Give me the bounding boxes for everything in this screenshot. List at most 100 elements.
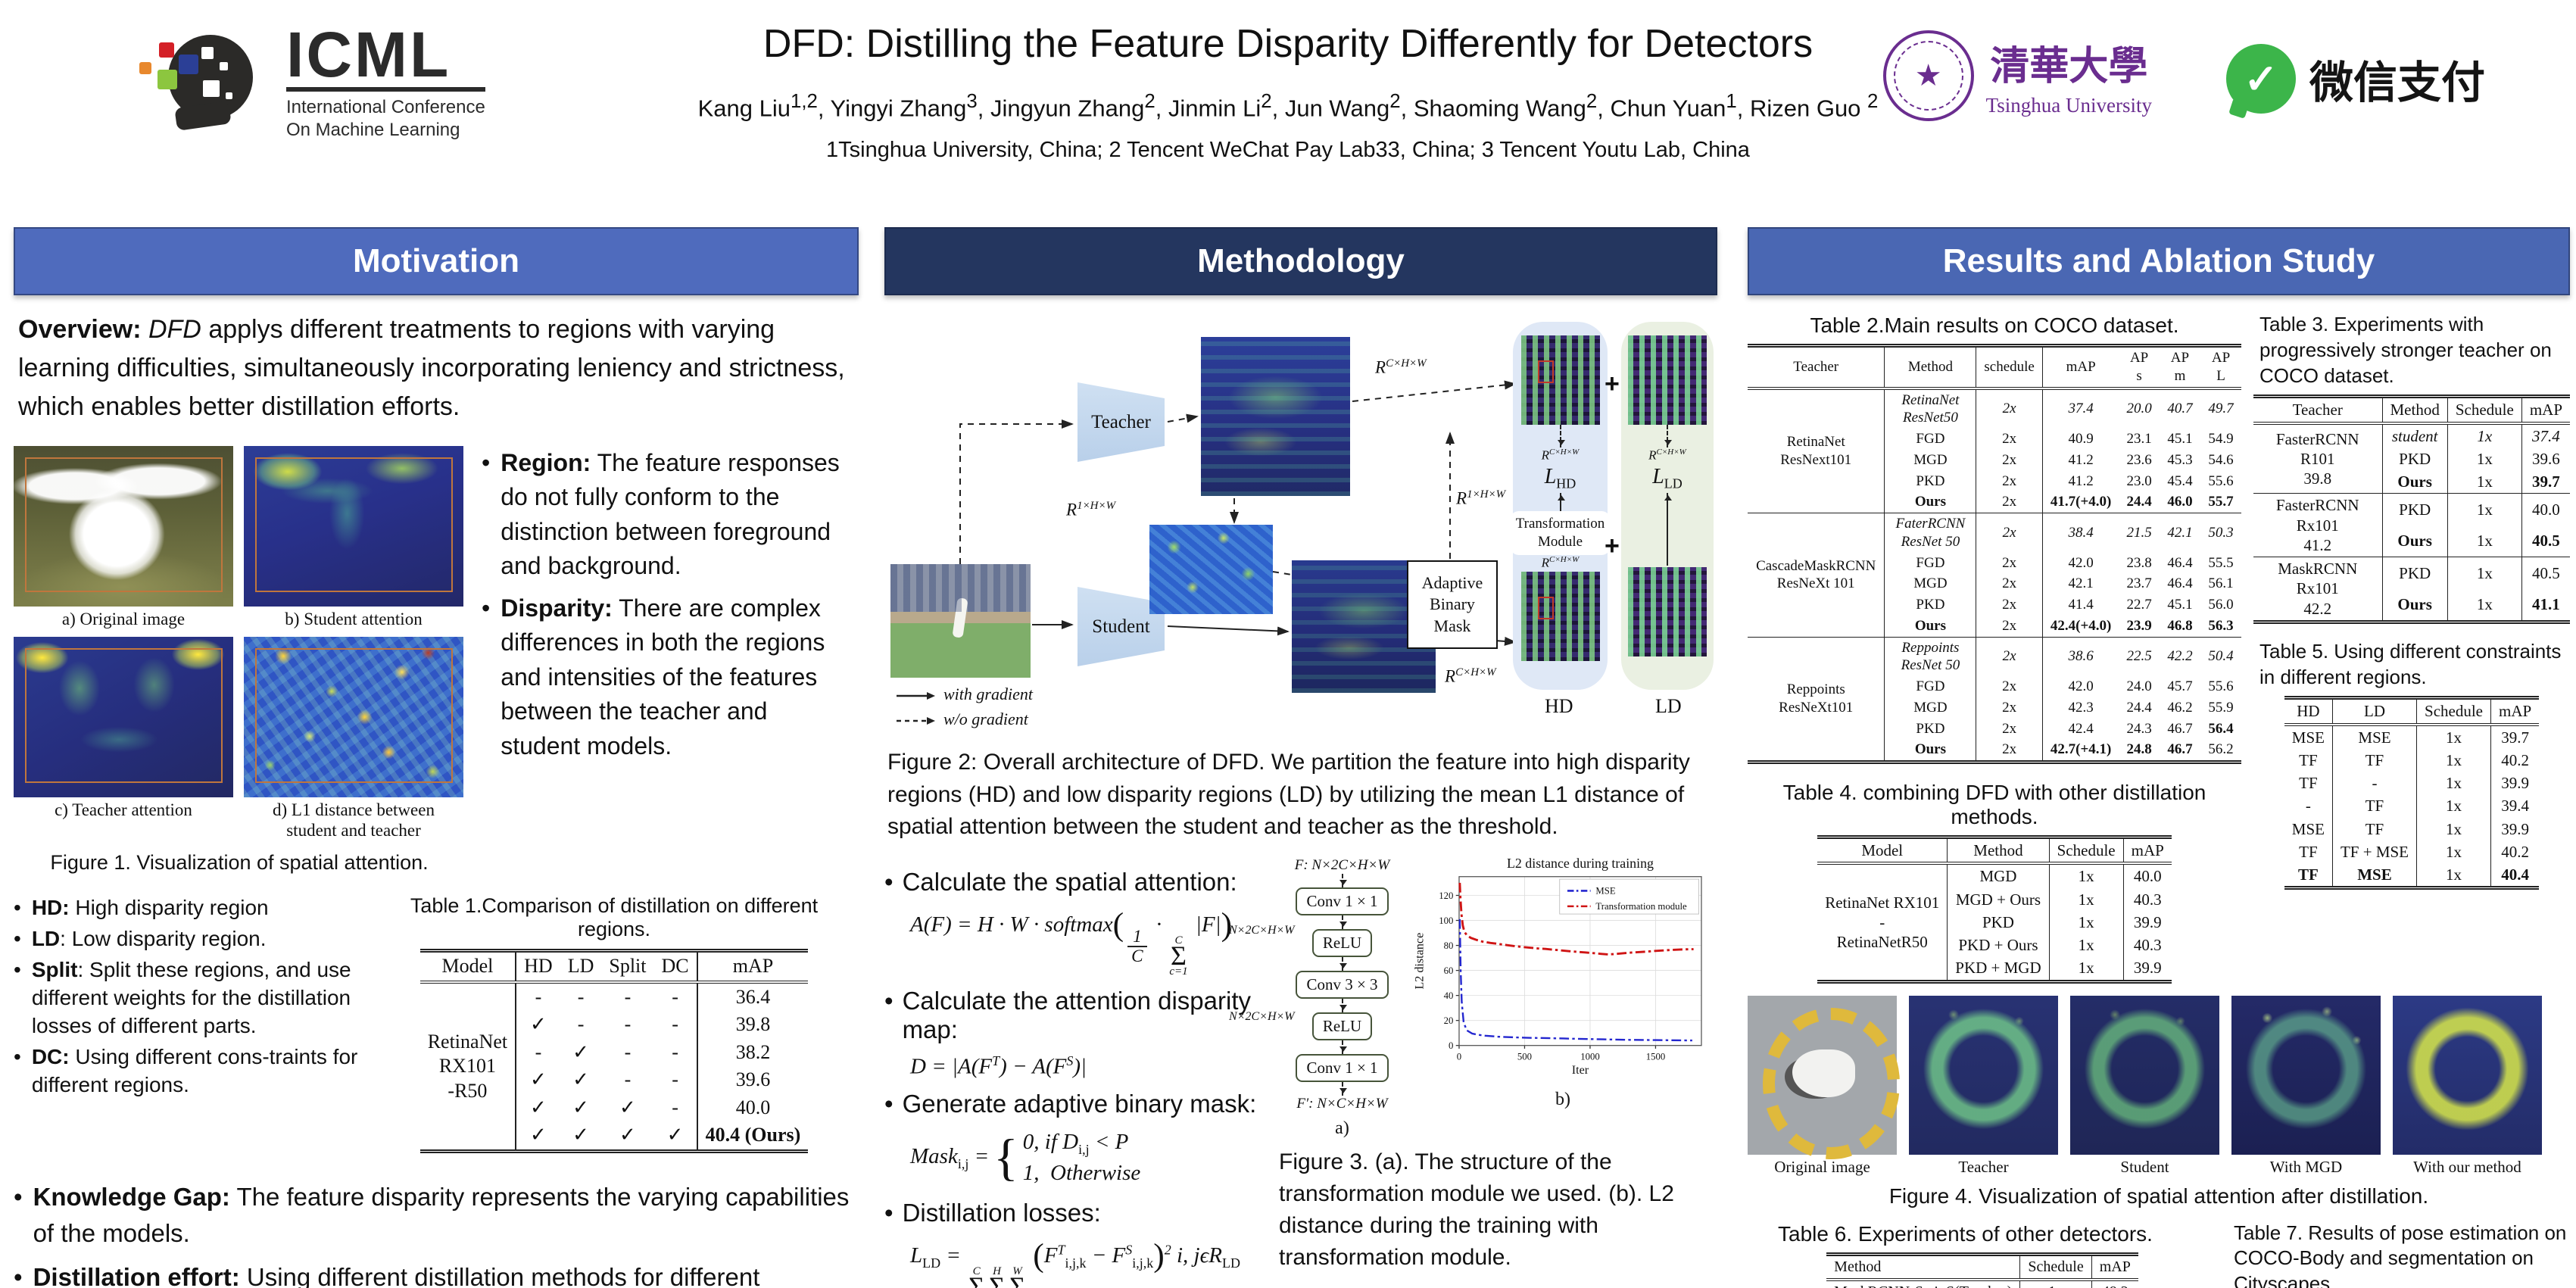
figure3-caption: Figure 3. (a). The structure of the tran… — [1279, 1149, 1674, 1270]
wechat-check-icon: ✓ — [2244, 56, 2278, 102]
flow-dim-label-1: N×2C×H×W — [1229, 923, 1295, 937]
conv1x1-box: Conv 1 × 1 — [1296, 887, 1389, 915]
figure4-label-original: Original image — [1774, 1157, 1870, 1176]
svg-text:500: 500 — [1517, 1051, 1532, 1062]
svg-text:L2 distance: L2 distance — [1413, 933, 1426, 990]
up-arrow-icon — [1664, 493, 1672, 566]
header: ICML International Conference On Machine… — [0, 0, 2576, 221]
table2-block: Table 2.Main results on COCO dataset. Te… — [1748, 313, 2241, 764]
figure1-label-a: a) Original image — [61, 610, 186, 628]
split-definition: • Split: Split these regions, and use dif… — [14, 958, 351, 1038]
down-arrow-icon — [1557, 425, 1565, 448]
conv3x3-box: Conv 3 × 3 — [1296, 970, 1389, 999]
ld-branch-panel: RC×H×W LLD — [1621, 322, 1714, 690]
bbox-overlay — [254, 648, 453, 784]
figure1-label-c: c) Teacher attention — [55, 800, 192, 820]
flow-output-label: F′: N×C×H×W — [1296, 1095, 1388, 1112]
figure4-label-ours: With our method — [2413, 1157, 2521, 1176]
takeaway-bullets: • Knowledge Gap: The feature disparity re… — [14, 1179, 859, 1288]
r-chw-small-label: RC×H×W — [1648, 448, 1686, 463]
tsinghua-seal-icon: ★ — [1882, 30, 1974, 121]
svg-text:60: 60 — [1444, 965, 1454, 976]
plus-sign: + — [1605, 370, 1620, 398]
figure3: F: N×2C×H×W Conv 1 × 1 ReLU Conv 3 × 3 R… — [1229, 856, 1714, 1288]
figure4-original-image — [1748, 995, 1901, 1160]
table6: MethodSchedulemAPMaskRCNN-SwinS(Teacher)… — [1826, 1252, 2138, 1288]
step4-label: • Distillation losses: — [884, 1199, 1101, 1227]
hd-branch-panel: RC×H×W LHD Transformation Module RC×H×W — [1509, 322, 1611, 690]
dashed-arrow-icon — [897, 716, 935, 725]
figure4-caption: Figure 4. Visualization of spatial atten… — [1888, 1184, 2429, 1208]
wechat-pay-logo: ✓ 微信支付 — [2225, 44, 2485, 114]
tsinghua-star-icon: ★ — [1914, 59, 1942, 92]
methodology-title: Methodology — [1197, 242, 1405, 279]
table4-caption: Table 4. combining DFD with other distil… — [1782, 781, 2206, 828]
svg-text:40: 40 — [1444, 990, 1454, 1001]
knowledge-gap-bullet: • Knowledge Gap: The feature disparity re… — [14, 1182, 850, 1247]
figure4-with-our-method-image — [2393, 995, 2542, 1155]
figure1-teacher-attention-image — [14, 637, 233, 798]
figure1-caption: Figure 1. Visualization of spatial atten… — [50, 851, 429, 875]
ld-student-masked-map — [1628, 567, 1707, 657]
up-arrow-icon — [1557, 493, 1565, 512]
table7-caption: Table 7. Results of pose estimation on C… — [2234, 1221, 2567, 1288]
relu-box: ReLU — [1311, 928, 1373, 957]
distillation-effort-bullet: • Distillation effort: Using different di… — [14, 1262, 760, 1288]
figure2-caption: Figure 2: Overall architecture of DFD. W… — [887, 750, 1690, 840]
region-definitions: • HD: High disparity region • LD: Low disp… — [14, 894, 366, 1102]
icml-head-icon — [139, 35, 253, 130]
figure3a-tag: a) — [1335, 1118, 1349, 1138]
tsinghua-name-cn: 清華大學 — [1990, 44, 2148, 89]
table2-caption: Table 2.Main results on COCO dataset. — [1810, 313, 2179, 337]
figure1-original-image — [14, 446, 233, 607]
hd-region-label: HD — [1545, 695, 1573, 717]
svg-text:80: 80 — [1444, 940, 1454, 951]
figure4-with-mgd-image — [2231, 995, 2381, 1155]
motivation-header-bar: Motivation — [14, 227, 859, 295]
svg-text:100: 100 — [1439, 915, 1453, 926]
figure4: Original image Teacher Student With MGD … — [1748, 995, 2570, 1208]
l2-distance-chart-svg: 0 500 1000 1500 0 20 40 60 80 100 120 MSE Transforma… — [1411, 856, 1714, 1080]
table5: HD LD Schedule mAP MSE MSE 1x 39.7 TF TF 1x 40.2 TF -… — [2284, 696, 2540, 890]
svg-text:20: 20 — [1444, 1015, 1454, 1026]
icml-subtitle-line1: International Conference — [286, 96, 485, 117]
wechat-bubble-icon: ✓ — [2225, 44, 2296, 114]
figure3b-tag: b) — [1555, 1089, 1570, 1109]
teacher-feature-map — [1201, 337, 1350, 496]
table2: Teacher Method schedule mAP AP s AP m AP L Reti… — [1748, 344, 2241, 764]
svg-text:MSE: MSE — [1595, 885, 1615, 896]
r-chw-label-2: RC×H×W — [1445, 666, 1496, 686]
dc-definition: • DC: Using different cons-traints for di… — [14, 1045, 358, 1097]
icml-subtitle-line2: On Machine Learning — [286, 119, 460, 140]
r-chw-label: RC×H×W — [1375, 357, 1427, 377]
motivation-title: Motivation — [353, 242, 519, 279]
flow-input-label: F: N×2C×H×W — [1294, 856, 1390, 873]
results-section: Results and Ablation Study Table 2.Main … — [1748, 227, 2570, 1288]
step1-label: • Calculate the spatial attention: — [884, 867, 1237, 896]
binary-mask-formula: Maski,j ={0, if Di,j < P 1, Otherwise — [910, 1128, 1141, 1187]
wechat-pay-name: 微信支付 — [2309, 57, 2485, 108]
figure4-label-mgd: With MGD — [2269, 1157, 2343, 1176]
bbox-overlay — [254, 457, 453, 592]
svg-text:L2 distance during training: L2 distance during training — [1507, 857, 1654, 871]
transformation-module-box: Transformation Module — [1509, 511, 1611, 555]
r-chw-small-label: RC×H×W — [1541, 448, 1580, 463]
figure4-student-image — [2070, 995, 2219, 1155]
figure1-student-attention-image — [244, 446, 463, 607]
wo-gradient-legend-item: w/o gradient — [897, 706, 1033, 731]
disparity-map-formula: D = |A(FT) − A(FS)| — [910, 1053, 1087, 1079]
relu-box-2: ReLU — [1311, 1012, 1373, 1040]
ld-loss-formula: LLD = CΣkHΣiWΣj (FTi,j,k − FSi,j,k)2 i, … — [910, 1237, 1240, 1288]
svg-text:0: 0 — [1457, 1051, 1461, 1062]
results-header-bar: Results and Ablation Study — [1748, 227, 2570, 295]
input-image — [890, 564, 1031, 678]
disparity-bullet: • Disparity: There are complex difference… — [482, 594, 825, 759]
figure1-label-b: b) Student attention — [285, 610, 423, 628]
figure1-label-d: d) L1 distance between student and teach… — [273, 800, 435, 840]
solid-arrow-icon — [897, 691, 935, 700]
table3-block: Table 3. Experiments with progressively … — [2253, 312, 2570, 624]
step2-label: • Calculate the attention disparity map: — [884, 986, 1251, 1043]
flow-dim-label-2: N×2C×H×W — [1229, 1009, 1295, 1023]
figure2-architecture-diagram: Teacher Student RC×H×W R1×H×W R1×H×W RC×… — [884, 310, 1717, 734]
student-network: Student — [1077, 587, 1165, 666]
